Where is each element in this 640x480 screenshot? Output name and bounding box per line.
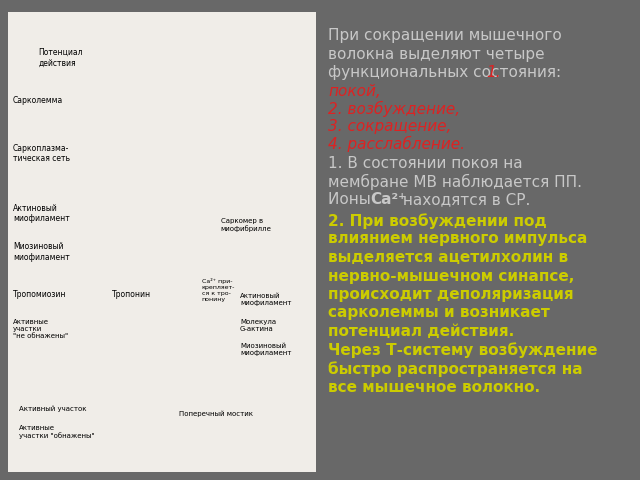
Text: Активные
участки "обнажены": Активные участки "обнажены" bbox=[19, 425, 95, 439]
Text: Тропонин: Тропонин bbox=[112, 290, 151, 300]
Text: быстро распространяется на: быстро распространяется на bbox=[328, 361, 582, 377]
Text: 3. сокращение,: 3. сокращение, bbox=[328, 119, 451, 133]
Text: Актиновый
миофиламент: Актиновый миофиламент bbox=[240, 293, 291, 306]
Text: Молекула
G-актина: Молекула G-актина bbox=[240, 319, 276, 332]
Text: мембране МВ наблюдается ПП.: мембране МВ наблюдается ПП. bbox=[328, 174, 582, 190]
Text: Ca²⁺ при-
крепляет-
ся к тро-
понину: Ca²⁺ при- крепляет- ся к тро- понину bbox=[202, 278, 235, 302]
Text: Саркоплазма-
тическая сеть: Саркоплазма- тическая сеть bbox=[13, 144, 70, 163]
Text: 4. расслабление.: 4. расслабление. bbox=[328, 136, 465, 152]
Text: 2. возбуждение,: 2. возбуждение, bbox=[328, 101, 460, 117]
Text: При сокращении мышечного: При сокращении мышечного bbox=[328, 28, 562, 43]
Text: Актиновый
миофиламент: Актиновый миофиламент bbox=[13, 204, 70, 223]
Text: Сарколемма: Сарколемма bbox=[13, 96, 63, 105]
Text: Саркомер в
миофибрилле: Саркомер в миофибрилле bbox=[221, 218, 271, 232]
Bar bbox=[8, 12, 316, 472]
Text: Активные
участки
"не обнажены": Активные участки "не обнажены" bbox=[13, 319, 68, 339]
Text: 1. В состоянии покоя на: 1. В состоянии покоя на bbox=[328, 156, 523, 170]
Text: покой,: покой, bbox=[328, 84, 381, 98]
Text: сарколеммы и возникает: сарколеммы и возникает bbox=[328, 305, 550, 321]
Text: потенциал действия.: потенциал действия. bbox=[328, 324, 515, 339]
Text: волокна выделяют четыре: волокна выделяют четыре bbox=[328, 47, 545, 61]
Text: выделяется ацетилхолин в: выделяется ацетилхолин в bbox=[328, 250, 568, 265]
Text: Миозиновый
миофиламент: Миозиновый миофиламент bbox=[240, 343, 291, 356]
Text: Ca²⁺: Ca²⁺ bbox=[370, 192, 406, 207]
Text: влиянием нервного импульса: влиянием нервного импульса bbox=[328, 231, 588, 247]
Text: Поперечный мостик: Поперечный мостик bbox=[179, 410, 253, 417]
Text: находятся в СР.: находятся в СР. bbox=[398, 192, 531, 207]
Text: Через Т-систему возбуждение: Через Т-систему возбуждение bbox=[328, 343, 598, 358]
Text: Ионы: Ионы bbox=[328, 192, 381, 207]
Text: 1.: 1. bbox=[486, 65, 501, 80]
Text: Тропомиозин: Тропомиозин bbox=[13, 290, 67, 300]
Text: функциональных состояния:: функциональных состояния: bbox=[328, 65, 566, 80]
Text: нервно-мышечном синапсе,: нервно-мышечном синапсе, bbox=[328, 268, 574, 284]
Text: происходит деполяризация: происходит деполяризация bbox=[328, 287, 573, 302]
Text: Активный участок: Активный участок bbox=[19, 406, 86, 412]
Text: Потенциал
действия: Потенциал действия bbox=[38, 48, 83, 67]
Text: все мышечное волокно.: все мышечное волокно. bbox=[328, 380, 540, 395]
Text: 2. При возбуждении под: 2. При возбуждении под bbox=[328, 213, 547, 229]
Text: Миозиновый
миофиламент: Миозиновый миофиламент bbox=[13, 242, 70, 262]
